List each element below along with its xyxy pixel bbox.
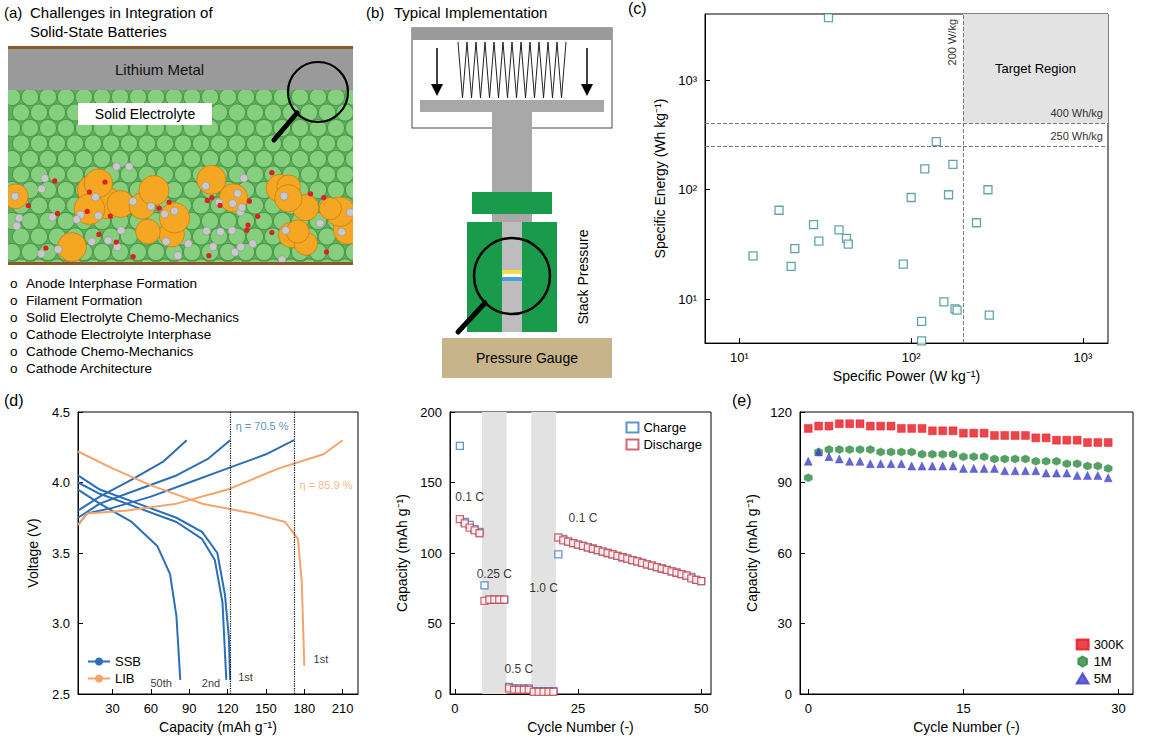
svg-text:60: 60 — [144, 701, 158, 716]
svg-text:o: o — [10, 310, 18, 325]
html-text:(c): (c) — [628, 0, 647, 17]
svg-text:0: 0 — [435, 687, 442, 702]
svg-text:Specific Energy (Wh kg⁻¹): Specific Energy (Wh kg⁻¹) — [652, 99, 668, 259]
svg-text:Cycle Number (-): Cycle Number (-) — [527, 719, 634, 735]
svg-text:2nd: 2nd — [202, 677, 220, 689]
svg-text:4.5: 4.5 — [52, 405, 70, 420]
svg-text:Capacity (mAh g⁻¹): Capacity (mAh g⁻¹) — [394, 494, 410, 612]
svg-text:200: 200 — [420, 405, 442, 420]
svg-text:0.5 C: 0.5 C — [505, 662, 534, 676]
svg-text:Typical Implementation: Typical Implementation — [394, 4, 547, 21]
svg-text:25: 25 — [571, 701, 585, 716]
svg-text:120: 120 — [217, 701, 239, 716]
svg-text:30: 30 — [1111, 701, 1125, 716]
svg-text:Capacity (mAh g⁻¹): Capacity (mAh g⁻¹) — [744, 494, 760, 612]
svg-text:Specific Power (W kg⁻¹): Specific Power (W kg⁻¹) — [833, 368, 980, 384]
svg-text:150: 150 — [420, 475, 442, 490]
html-text:(e): (e) — [732, 392, 752, 409]
svg-text:Lithium Metal: Lithium Metal — [115, 61, 204, 78]
svg-text:1st: 1st — [238, 671, 253, 683]
svg-text:(b): (b) — [366, 4, 384, 21]
svg-text:50: 50 — [694, 701, 708, 716]
svg-text:1M: 1M — [1094, 654, 1112, 669]
svg-text:90: 90 — [182, 701, 196, 716]
svg-text:50th: 50th — [150, 677, 171, 689]
svg-text:150: 150 — [255, 701, 277, 716]
svg-text:Anode Interphase Formation: Anode Interphase Formation — [26, 276, 197, 291]
svg-text:o: o — [10, 361, 18, 376]
svg-text:10¹: 10¹ — [678, 292, 697, 307]
svg-text:10²: 10² — [902, 350, 921, 365]
svg-text:Cathode Architecture: Cathode Architecture — [26, 361, 152, 376]
svg-text:Filament Formation: Filament Formation — [26, 293, 142, 308]
svg-text:Target Region: Target Region — [995, 61, 1076, 76]
svg-text:Solid Electrolyte: Solid Electrolyte — [95, 106, 196, 122]
svg-text:4.0: 4.0 — [52, 475, 70, 490]
svg-text:50: 50 — [428, 616, 442, 631]
svg-text:Voltage (V): Voltage (V) — [25, 518, 41, 587]
svg-text:0.1 C: 0.1 C — [569, 511, 598, 525]
svg-text:60: 60 — [778, 546, 792, 561]
svg-text:Charge: Charge — [643, 420, 686, 435]
svg-text:10³: 10³ — [1074, 350, 1093, 365]
html-text:(d): (d) — [4, 392, 24, 409]
svg-text:Cathode Electrolyte Interphase: Cathode Electrolyte Interphase — [26, 327, 211, 342]
svg-text:30: 30 — [778, 616, 792, 631]
svg-text:o: o — [10, 327, 18, 342]
svg-text:1.0 C: 1.0 C — [529, 581, 558, 595]
svg-text:15: 15 — [956, 701, 970, 716]
svg-text:0: 0 — [785, 687, 792, 702]
svg-text:Discharge: Discharge — [643, 437, 702, 452]
svg-text:120: 120 — [770, 405, 792, 420]
svg-text:180: 180 — [293, 701, 315, 716]
svg-text:400 Wh/kg: 400 Wh/kg — [1050, 107, 1103, 119]
svg-text:Pressure Gauge: Pressure Gauge — [476, 350, 578, 366]
svg-text:SSB: SSB — [115, 654, 141, 669]
svg-text:30: 30 — [105, 701, 119, 716]
svg-text:o: o — [10, 344, 18, 359]
svg-text:0: 0 — [805, 701, 812, 716]
svg-text:10¹: 10¹ — [730, 350, 749, 365]
svg-text:5M: 5M — [1094, 671, 1112, 686]
svg-text:0: 0 — [451, 701, 458, 716]
svg-text:10²: 10² — [678, 182, 697, 197]
svg-text:LIB: LIB — [115, 671, 135, 686]
svg-text:Solid-State Batteries: Solid-State Batteries — [30, 23, 167, 40]
svg-text:0.1 C: 0.1 C — [455, 490, 484, 504]
svg-text:Challenges in Integration of: Challenges in Integration of — [30, 4, 213, 21]
svg-text:250 Wh/kg: 250 Wh/kg — [1050, 130, 1103, 142]
svg-text:Cathode Chemo-Mechanics: Cathode Chemo-Mechanics — [26, 344, 194, 359]
svg-text:10³: 10³ — [678, 73, 697, 88]
svg-text:η = 70.5 %: η = 70.5 % — [236, 420, 289, 432]
svg-text:90: 90 — [778, 475, 792, 490]
svg-text:2.5: 2.5 — [52, 687, 70, 702]
svg-text:3.0: 3.0 — [52, 616, 70, 631]
svg-text:1st: 1st — [314, 653, 329, 665]
svg-text:Cycle Number (-): Cycle Number (-) — [913, 719, 1020, 735]
svg-text:Stack Pressure: Stack Pressure — [575, 229, 591, 324]
svg-text:(a): (a) — [4, 4, 22, 21]
svg-text:200 W/kg: 200 W/kg — [946, 19, 958, 65]
svg-text:η = 85.9 %: η = 85.9 % — [300, 479, 353, 491]
svg-text:210: 210 — [332, 701, 354, 716]
svg-text:Capacity (mAh g⁻¹): Capacity (mAh g⁻¹) — [159, 719, 277, 735]
svg-text:100: 100 — [420, 546, 442, 561]
svg-text:o: o — [10, 276, 18, 291]
svg-text:Solid Electrolyte Chemo-Mechan: Solid Electrolyte Chemo-Mechanics — [26, 310, 239, 325]
svg-text:o: o — [10, 293, 18, 308]
svg-text:3.5: 3.5 — [52, 546, 70, 561]
svg-text:300K: 300K — [1094, 637, 1125, 652]
svg-text:0.25 C: 0.25 C — [477, 567, 513, 581]
